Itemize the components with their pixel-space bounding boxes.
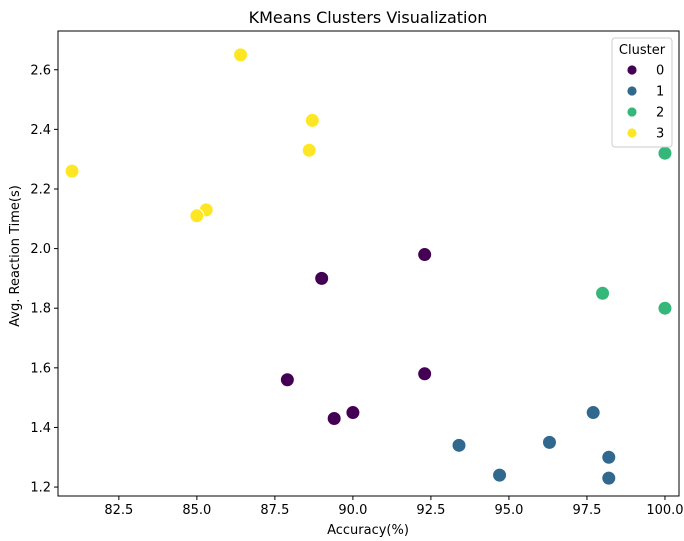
x-tick-label: 87.5	[260, 503, 289, 518]
x-axis-label: Accuracy(%)	[327, 523, 409, 538]
y-tick-label: 1.2	[30, 481, 51, 496]
legend-label: 0	[656, 64, 664, 79]
x-tick-label: 85.0	[182, 503, 211, 518]
legend-marker	[626, 64, 638, 76]
legend-label: 1	[656, 85, 664, 100]
x-tick-label: 82.5	[104, 503, 133, 518]
legend-label: 2	[656, 106, 664, 121]
x-tick-label: 92.5	[416, 503, 445, 518]
data-point-cluster-0	[417, 366, 433, 382]
y-tick-label: 2.0	[30, 242, 51, 257]
data-point-cluster-3	[64, 163, 80, 179]
x-tick-label: 95.0	[494, 503, 523, 518]
legend-box	[611, 37, 673, 148]
data-point-cluster-3	[301, 142, 317, 158]
data-point-cluster-3	[304, 112, 320, 128]
y-axis: 1.2 1.4 1.6 1.8 2.0 2.2 2.4 2.6	[30, 63, 58, 496]
x-tick-label: 90.0	[338, 503, 367, 518]
legend-label: 3	[656, 127, 664, 142]
y-tick-label: 1.6	[30, 361, 51, 376]
legend-marker	[626, 85, 638, 97]
data-point-cluster-2	[657, 300, 673, 316]
data-point-cluster-1	[601, 470, 617, 486]
y-tick-label: 1.4	[30, 421, 51, 436]
data-point-cluster-1	[451, 437, 467, 453]
legend-marker	[626, 127, 638, 139]
data-point-cluster-0	[326, 411, 342, 426]
data-point-cluster-3	[233, 47, 249, 63]
chart-title: KMeans Clusters Visualization	[249, 8, 488, 27]
data-point-cluster-0	[417, 247, 433, 263]
legend-marker	[626, 106, 638, 118]
y-tick-label: 2.4	[30, 123, 51, 138]
data-point-cluster-2	[657, 145, 673, 161]
y-tick-label: 2.6	[30, 63, 51, 78]
x-tick-label: 100.0	[646, 503, 683, 518]
data-point-cluster-0	[345, 405, 361, 421]
legend: Cluster 0 1 2 3	[611, 37, 673, 148]
data-point-cluster-1	[585, 405, 601, 421]
legend-title: Cluster	[619, 43, 666, 58]
data-point-cluster-3	[189, 208, 205, 224]
x-axis: 82.5 85.0 87.5 90.0 92.5 95.0 97.5 100.0	[104, 496, 684, 518]
plot-frame	[57, 30, 680, 497]
points-layer	[64, 47, 673, 486]
data-point-cluster-0	[279, 372, 295, 388]
data-point-cluster-0	[314, 270, 330, 286]
data-point-cluster-1	[541, 434, 557, 450]
x-tick-label: 97.5	[572, 503, 601, 518]
data-point-cluster-2	[595, 285, 611, 301]
y-tick-label: 2.2	[30, 182, 51, 197]
data-point-cluster-1	[601, 449, 617, 465]
y-axis-label: Avg. Reaction Time(s)	[8, 185, 23, 327]
data-point-cluster-1	[492, 467, 508, 483]
y-tick-label: 1.8	[30, 302, 51, 317]
